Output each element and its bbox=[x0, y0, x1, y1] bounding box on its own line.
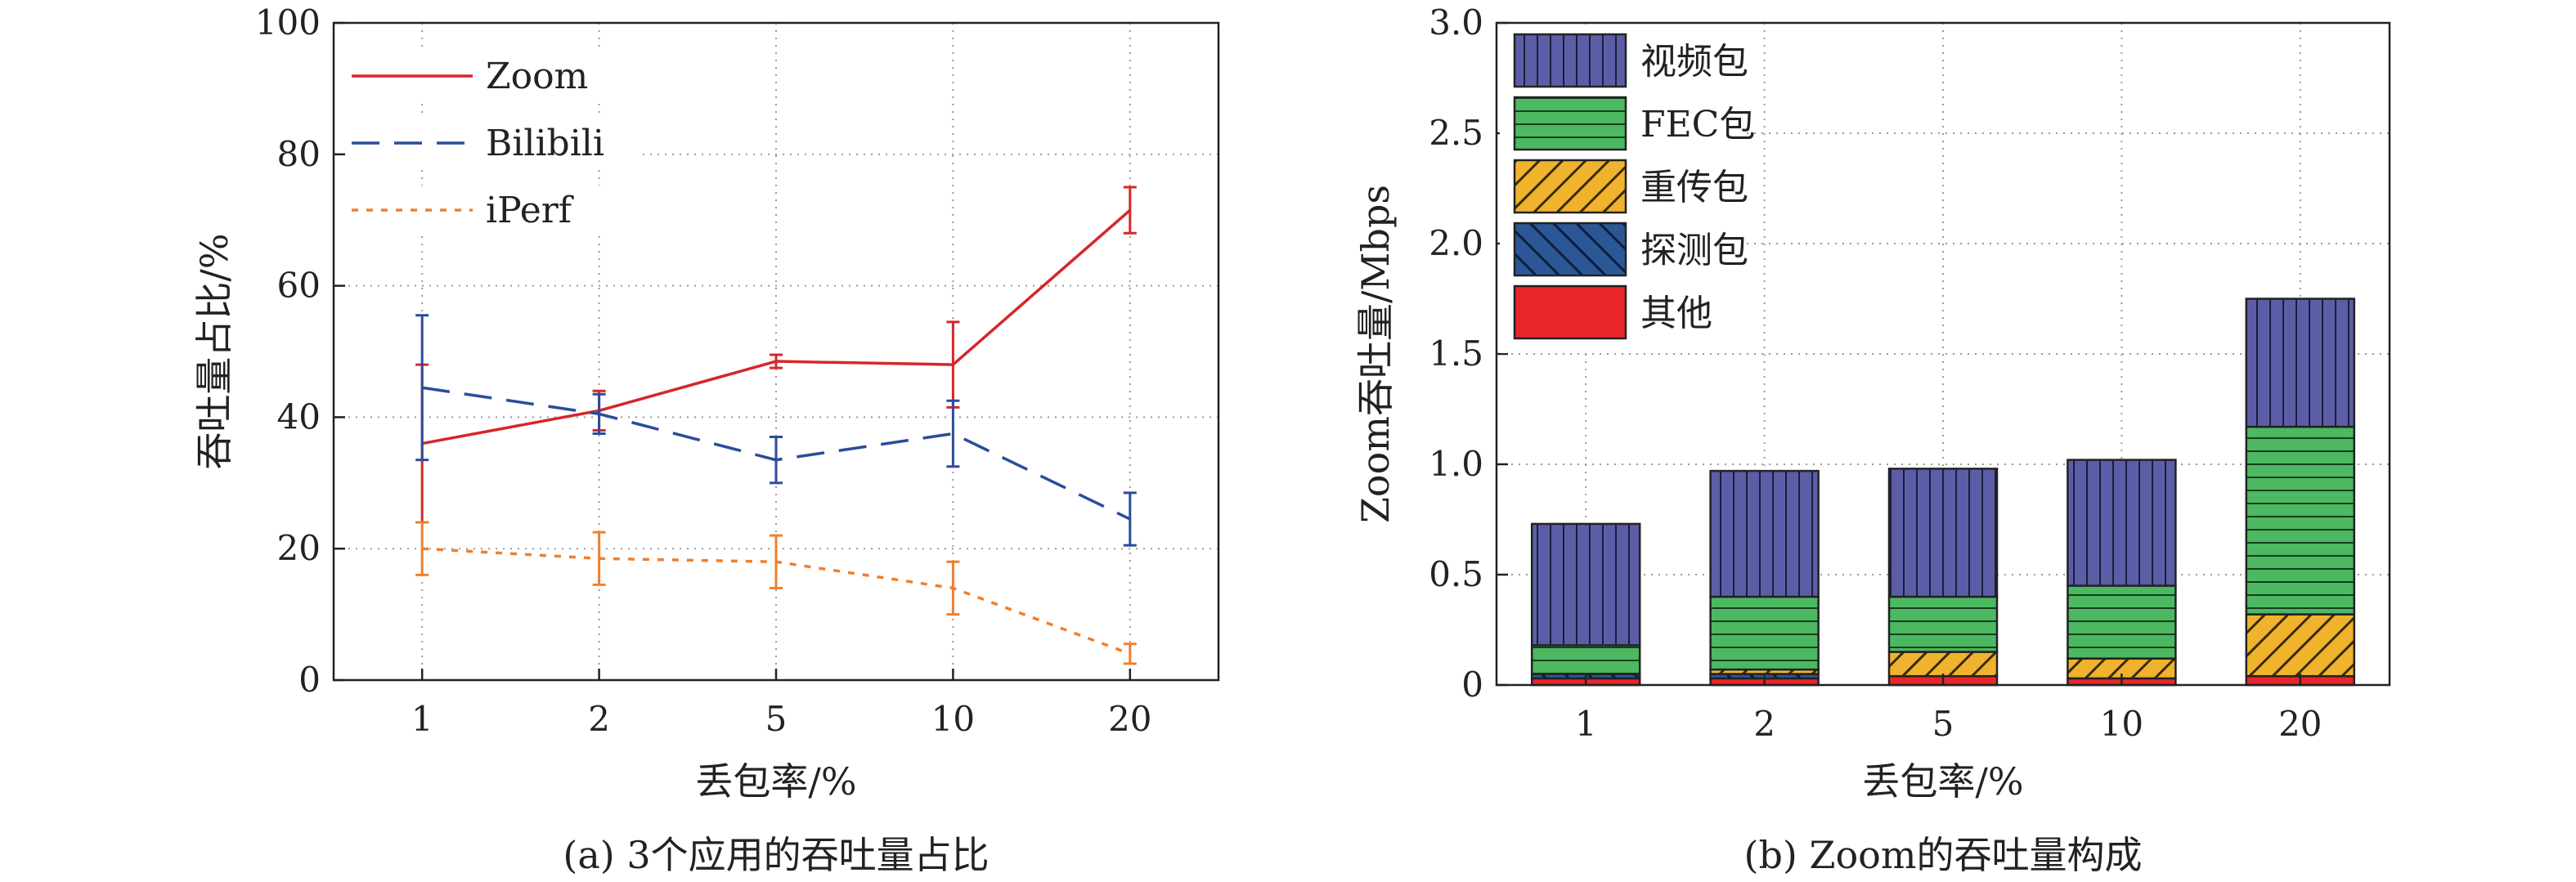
legend-label-3: FEC包 bbox=[1640, 104, 1755, 146]
legend-label-iperf: iPerf bbox=[486, 190, 574, 231]
y-tick-label-0: 0 bbox=[298, 660, 321, 700]
x-tick-label-10: 10 bbox=[931, 699, 975, 739]
bar-segment-3-1 bbox=[1532, 645, 1640, 674]
bar-segment-4-2 bbox=[1711, 471, 1819, 597]
legend-label-2: 重传包 bbox=[1640, 167, 1748, 208]
x-tick-label-5: 5 bbox=[765, 699, 788, 739]
x-tick-label-1: 1 bbox=[411, 699, 433, 739]
error-bar-zoom-20 bbox=[1124, 187, 1137, 233]
bar-segment-3-5 bbox=[1889, 597, 1997, 652]
legend-label-zoom: Zoom bbox=[486, 56, 588, 97]
bar-segment-4-10 bbox=[2067, 460, 2175, 586]
y-tick-label-0: 0 bbox=[1461, 665, 1483, 705]
error-bar-bilibili-20 bbox=[1124, 493, 1137, 545]
chart-b: 0 0.5 1.0 1.5 2.0 2.5 3.0 1 2 5 10 20 视频包 FEC包重传包探测… bbox=[1353, 2, 2390, 877]
bar-stack-2 bbox=[1711, 471, 1819, 685]
chart-b-bars bbox=[1532, 299, 2354, 686]
y-tick-label-80: 80 bbox=[277, 134, 321, 174]
y-tick-label-100: 100 bbox=[255, 2, 321, 43]
y-tick-label-2.5: 2.5 bbox=[1429, 113, 1483, 153]
bar-segment-2-5 bbox=[1889, 652, 1997, 677]
y-tick-label-2.0: 2.0 bbox=[1429, 223, 1483, 263]
chart-b-caption: (b) Zoom的吞吐量构成 bbox=[1744, 833, 2143, 877]
y-tick-label-1.5: 1.5 bbox=[1429, 334, 1483, 374]
x-tick-label-20: 20 bbox=[1108, 699, 1151, 739]
x-tick-label-2: 2 bbox=[588, 699, 610, 739]
legend-label-4: 视频包 bbox=[1640, 41, 1748, 83]
y-tick-label-0.5: 0.5 bbox=[1429, 554, 1483, 594]
bar-segment-3-2 bbox=[1711, 597, 1819, 669]
error-bar-iperf-20 bbox=[1124, 644, 1137, 664]
legend-swatch-4 bbox=[1515, 34, 1626, 87]
x-tick-label-5: 5 bbox=[1932, 704, 1954, 744]
bar-stack-1 bbox=[1532, 524, 1640, 685]
y-tick-label-60: 60 bbox=[277, 266, 321, 306]
legend-label-bilibili: Bilibili bbox=[486, 123, 604, 164]
chart-a: 0 20 40 60 80 100 1 2 5 10 20 Zoom Bilibili iPerf 吞… bbox=[192, 2, 1218, 877]
legend-label-1: 探测包 bbox=[1640, 230, 1748, 271]
y-tick-label-40: 40 bbox=[277, 396, 321, 437]
bar-segment-3-20 bbox=[2246, 427, 2354, 615]
chart-b-x-axis-title: 丢包率/% bbox=[1862, 759, 2023, 804]
bar-segment-4-1 bbox=[1532, 524, 1640, 646]
bar-stack-10 bbox=[2067, 460, 2175, 685]
legend-swatch-1 bbox=[1515, 223, 1626, 275]
bar-stack-20 bbox=[2246, 299, 2354, 686]
bar-segment-3-10 bbox=[2067, 586, 2175, 659]
figure: 020406080100 1 2 5 10 20 ZoomBilibiliiPerf 吞… bbox=[0, 0, 2576, 882]
x-tick-label-20: 20 bbox=[2278, 704, 2322, 744]
x-tick-label-1: 1 bbox=[1575, 704, 1597, 744]
error-bar-iperf-10 bbox=[946, 562, 959, 614]
bar-segment-4-5 bbox=[1889, 468, 1997, 597]
legend-label-0: 其他 bbox=[1640, 293, 1712, 334]
x-tick-label-2: 2 bbox=[1753, 704, 1775, 744]
chart-a-x-axis-title: 丢包率/% bbox=[695, 759, 856, 804]
series-bilibili bbox=[415, 316, 1137, 545]
legend-swatch-0 bbox=[1515, 286, 1626, 338]
y-tick-label-3.0: 3.0 bbox=[1429, 2, 1483, 43]
chart-a-legend: Zoom Bilibili iPerf bbox=[348, 51, 643, 233]
chart-a-caption: (a) 3个应用的吞吐量占比 bbox=[563, 833, 989, 877]
chart-a-y-ticks: 0 20 40 60 80 100 bbox=[255, 2, 345, 700]
bar-stack-5 bbox=[1889, 468, 1997, 685]
x-tick-label-10: 10 bbox=[2100, 704, 2143, 744]
bar-segment-2-20 bbox=[2246, 615, 2354, 677]
legend-swatch-3 bbox=[1515, 97, 1626, 150]
chart-a-y-axis-title: 吞吐量占比/% bbox=[192, 233, 236, 469]
bar-segment-4-20 bbox=[2246, 299, 2354, 428]
y-tick-label-1.0: 1.0 bbox=[1429, 444, 1483, 484]
legend-swatch-2 bbox=[1515, 160, 1626, 213]
chart-b-y-axis-title: Zoom吞吐量/Mbps bbox=[1353, 185, 1398, 523]
y-tick-label-20: 20 bbox=[277, 528, 321, 568]
